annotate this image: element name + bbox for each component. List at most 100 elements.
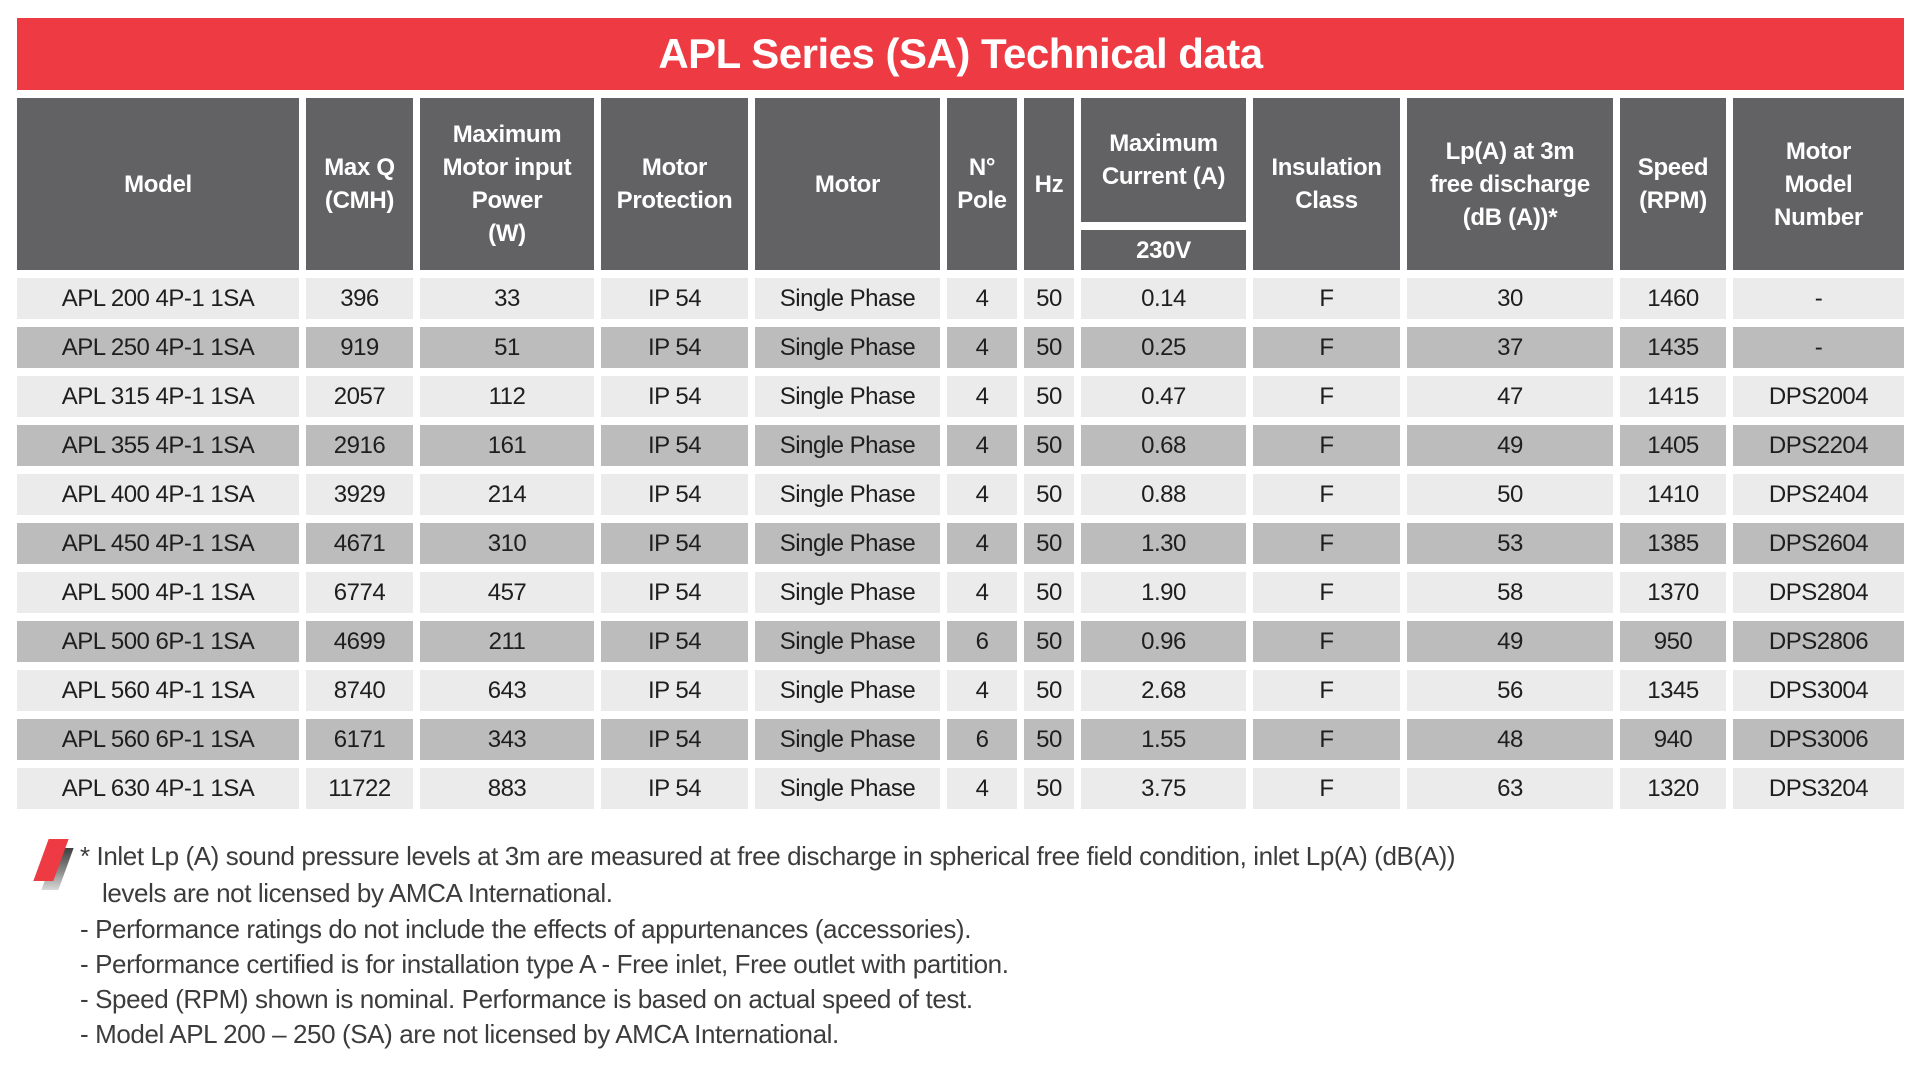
table-cell: F: [1253, 719, 1400, 760]
table-cell: APL 250 4P-1 1SA: [17, 327, 299, 368]
table-cell: 0.25: [1081, 327, 1246, 368]
table-cell: 8740: [306, 670, 413, 711]
table-cell: 396: [306, 278, 413, 319]
table-cell: 56: [1407, 670, 1613, 711]
table-cell: 919: [306, 327, 413, 368]
table-cell: 51: [420, 327, 594, 368]
table-cell: 4: [947, 768, 1017, 809]
table-cell: 50: [1024, 768, 1074, 809]
table-cell: 161: [420, 425, 594, 466]
table-cell: 4: [947, 474, 1017, 515]
footnote-line: - Speed (RPM) shown is nominal. Performa…: [80, 984, 973, 1014]
table-cell: 50: [1024, 376, 1074, 417]
table-cell: 50: [1024, 670, 1074, 711]
table-cell: Single Phase: [755, 327, 940, 368]
table-cell: APL 500 4P-1 1SA: [17, 572, 299, 613]
brand-flash-icon: [28, 838, 80, 898]
table-cell: 63: [1407, 768, 1613, 809]
table-cell: 4: [947, 572, 1017, 613]
table-cell: F: [1253, 621, 1400, 662]
table-cell: 50: [1024, 425, 1074, 466]
table-cell: 643: [420, 670, 594, 711]
table-cell: 2916: [306, 425, 413, 466]
table-cell: 4: [947, 278, 1017, 319]
table-cell: 47: [1407, 376, 1613, 417]
table-cell: 4: [947, 327, 1017, 368]
table-cell: 6774: [306, 572, 413, 613]
table-cell: -: [1733, 327, 1904, 368]
table-cell: 0.88: [1081, 474, 1246, 515]
table-cell: 50: [1024, 278, 1074, 319]
footnote-line: * Inlet Lp (A) sound pressure levels at …: [80, 841, 1456, 871]
table-cell: 1.30: [1081, 523, 1246, 564]
table-cell: DPS2204: [1733, 425, 1904, 466]
table-row: APL 560 4P-1 1SA 8740 643 IP 54 Single Phase…: [17, 670, 1904, 711]
col-header-maximum-current: Maximum Current (A): [1081, 98, 1246, 222]
table-cell: Single Phase: [755, 768, 940, 809]
table-cell: 211: [420, 621, 594, 662]
table-cell: IP 54: [601, 327, 748, 368]
table-cell: 50: [1024, 474, 1074, 515]
table-cell: 50: [1024, 523, 1074, 564]
table-cell: 50: [1024, 621, 1074, 662]
table-cell: DPS2404: [1733, 474, 1904, 515]
table-cell: 1320: [1620, 768, 1726, 809]
table-cell: 50: [1024, 572, 1074, 613]
col-subheader-230v: 230V: [1081, 230, 1246, 270]
table-cell: 343: [420, 719, 594, 760]
table-row: APL 355 4P-1 1SA 2916 161 IP 54 Single Phase…: [17, 425, 1904, 466]
col-header-model: Model: [17, 98, 299, 270]
datasheet-page: APL Series (SA) Technical data Model Max…: [0, 18, 1921, 1072]
table-row: APL 200 4P-1 1SA 396 33 IP 54 Single Phase 4 5…: [17, 278, 1904, 319]
col-header-motor-model-number: Motor Model Number: [1733, 98, 1904, 270]
table-header: Model Max Q (CMH) Maximum Motor input Po…: [17, 98, 1904, 270]
table-cell: IP 54: [601, 278, 748, 319]
table-cell: 0.96: [1081, 621, 1246, 662]
table-cell: 1370: [1620, 572, 1726, 613]
table-cell: 1.90: [1081, 572, 1246, 613]
table-cell: 49: [1407, 425, 1613, 466]
table-cell: 48: [1407, 719, 1613, 760]
footnote-line: - Model APL 200 – 250 (SA) are not licen…: [80, 1019, 839, 1049]
table-cell: Single Phase: [755, 670, 940, 711]
table-cell: 883: [420, 768, 594, 809]
table-cell: IP 54: [601, 719, 748, 760]
col-header-max-q: Max Q (CMH): [306, 98, 413, 270]
table-cell: DPS2604: [1733, 523, 1904, 564]
table-cell: 33: [420, 278, 594, 319]
table-cell: 50: [1024, 327, 1074, 368]
table-cell: IP 54: [601, 523, 748, 564]
table-cell: 53: [1407, 523, 1613, 564]
table-cell: 940: [1620, 719, 1726, 760]
table-cell: 1410: [1620, 474, 1726, 515]
table-cell: F: [1253, 670, 1400, 711]
table-cell: APL 200 4P-1 1SA: [17, 278, 299, 319]
table-cell: APL 400 4P-1 1SA: [17, 474, 299, 515]
table-cell: APL 500 6P-1 1SA: [17, 621, 299, 662]
table-cell: APL 355 4P-1 1SA: [17, 425, 299, 466]
footnote-line: - Performance certified is for installat…: [80, 949, 1009, 979]
table-cell: 2.68: [1081, 670, 1246, 711]
footnotes: * Inlet Lp (A) sound pressure levels at …: [17, 838, 1904, 1052]
table-cell: APL 315 4P-1 1SA: [17, 376, 299, 417]
table-cell: -: [1733, 278, 1904, 319]
table-cell: IP 54: [601, 376, 748, 417]
table-cell: Single Phase: [755, 523, 940, 564]
table-cell: Single Phase: [755, 278, 940, 319]
table-cell: IP 54: [601, 474, 748, 515]
table-cell: 1415: [1620, 376, 1726, 417]
table-cell: 6: [947, 719, 1017, 760]
table-row: APL 560 6P-1 1SA 6171 343 IP 54 Single Phase…: [17, 719, 1904, 760]
table-cell: F: [1253, 425, 1400, 466]
table-cell: Single Phase: [755, 572, 940, 613]
table-cell: 1460: [1620, 278, 1726, 319]
table-cell: F: [1253, 523, 1400, 564]
table-cell: 58: [1407, 572, 1613, 613]
table-row: APL 500 6P-1 1SA 4699 211 IP 54 Single Phase…: [17, 621, 1904, 662]
table-row: APL 250 4P-1 1SA 919 51 IP 54 Single Phase 4 5…: [17, 327, 1904, 368]
table-cell: APL 450 4P-1 1SA: [17, 523, 299, 564]
table-cell: IP 54: [601, 425, 748, 466]
table-cell: 950: [1620, 621, 1726, 662]
table-cell: IP 54: [601, 572, 748, 613]
table-cell: IP 54: [601, 621, 748, 662]
